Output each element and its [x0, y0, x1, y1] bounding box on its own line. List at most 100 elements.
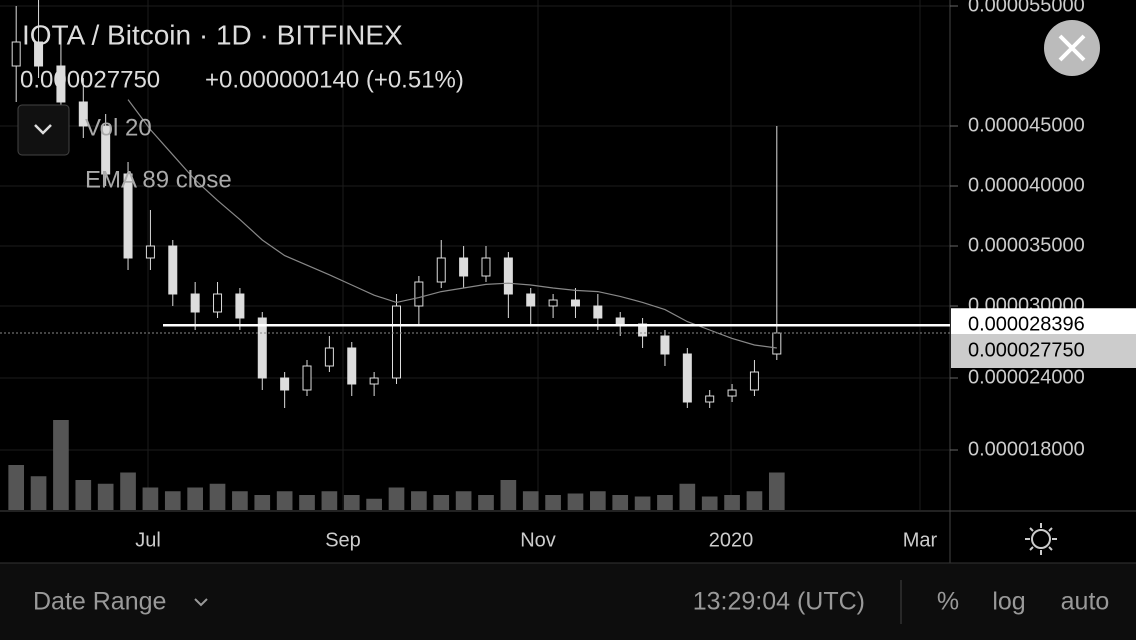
- volume-bar: [522, 491, 539, 510]
- volume-bar: [187, 487, 203, 510]
- candle-body: [392, 305, 401, 379]
- volume-bar: [254, 495, 271, 510]
- volume-bar: [545, 495, 561, 510]
- candle-body: [145, 245, 155, 259]
- close-icon: [1058, 34, 1086, 62]
- chevron-icon: [194, 598, 208, 607]
- price-label-box: [951, 334, 1136, 368]
- x-axis: Jul Sep Nov 2020 Mar: [135, 529, 937, 551]
- candle-body: [168, 245, 178, 295]
- candle-body: [11, 41, 21, 67]
- candle-body: [593, 305, 603, 319]
- volume-bar: [433, 495, 450, 510]
- volume-bar: [209, 483, 226, 510]
- x-tick-label: 2020: [709, 529, 754, 551]
- volume-bar: [724, 495, 740, 510]
- volume-bar: [679, 483, 696, 510]
- candle-body: [660, 335, 670, 355]
- volume-bar: [343, 495, 360, 510]
- y-tick-label: 0.000040000: [968, 174, 1085, 196]
- candle-body: [190, 293, 200, 313]
- candle-body: [324, 347, 334, 367]
- y-tick-label: 0.000035000: [968, 234, 1085, 256]
- volume-bar: [657, 495, 673, 510]
- indicator-label: EMA 89 close: [85, 166, 232, 193]
- volume-bar: [164, 491, 181, 510]
- indicator-label: Vol 20: [85, 114, 152, 141]
- y-tick-label: 0.000045000: [968, 114, 1085, 136]
- candle-body: [302, 365, 312, 391]
- candle-body: [213, 293, 223, 313]
- price-change: +0.000000140 (+0.51%): [205, 66, 464, 93]
- ema-line: [127, 99, 777, 349]
- last-price: 0.000027750: [20, 66, 160, 93]
- volume-bar: [701, 496, 718, 510]
- candle-body: [503, 257, 513, 295]
- volume-bar: [75, 480, 92, 510]
- volume-bar: [97, 483, 114, 510]
- volume-bar: [388, 487, 405, 510]
- candle-body: [436, 257, 446, 283]
- volume-bar: [411, 491, 427, 510]
- settings-icon[interactable]: [1025, 523, 1057, 555]
- volume-bar: [768, 472, 785, 510]
- x-tick-label: Nov: [520, 529, 556, 551]
- clock: 13:29:04 (UTC): [693, 588, 865, 616]
- candle-body: [682, 353, 692, 403]
- volume-bar: [276, 491, 293, 510]
- chart-title: IOTA / Bitcoin · 1D · BITFINEX: [22, 19, 403, 50]
- y-tick-label: 0.000018000: [968, 438, 1085, 460]
- candle-body: [772, 332, 782, 355]
- volume-bar: [590, 491, 606, 510]
- candle-body: [459, 257, 469, 277]
- candle-body: [56, 65, 66, 103]
- candle-body: [347, 347, 357, 385]
- price-label: 0.000027750: [968, 339, 1085, 361]
- y-tick-label: 0.000024000: [968, 366, 1085, 388]
- volume-bar: [500, 480, 517, 510]
- volume-bar: [746, 491, 763, 510]
- plot: [8, 0, 785, 510]
- volume-bar: [8, 465, 25, 510]
- candle-body: [235, 293, 245, 319]
- grid: [0, 0, 950, 510]
- volume-bar: [232, 491, 248, 510]
- collapse-button[interactable]: [17, 104, 70, 156]
- x-tick-label: Jul: [135, 529, 161, 551]
- chevron-icon: [34, 124, 52, 135]
- volume-bar: [612, 495, 629, 510]
- candle-body: [548, 299, 558, 307]
- date-range-button[interactable]: Date Range: [33, 588, 166, 616]
- candle-body: [280, 377, 290, 391]
- volume-bar: [455, 491, 472, 510]
- candle-body: [727, 389, 737, 397]
- candle-body: [615, 317, 625, 325]
- candle-body: [123, 173, 133, 259]
- percent-button[interactable]: %: [937, 588, 959, 616]
- volume-bar: [321, 491, 338, 510]
- candle-body: [257, 317, 267, 379]
- volume-bar: [478, 495, 494, 510]
- y-tick-label: 0.000055000: [968, 0, 1085, 16]
- candle-body: [101, 125, 111, 175]
- volume-bar: [142, 487, 159, 510]
- candle-body: [749, 371, 759, 391]
- candle-body: [369, 377, 379, 385]
- candle-body: [570, 299, 580, 307]
- volume-bar: [567, 493, 584, 510]
- candle-body: [34, 41, 44, 67]
- volume-bar: [299, 495, 315, 510]
- x-tick-label: Sep: [325, 529, 361, 551]
- volume-bar: [30, 476, 47, 510]
- x-tick-label: Mar: [903, 529, 938, 551]
- volume-bar: [53, 420, 69, 510]
- price-label: 0.000028396: [968, 314, 1085, 336]
- volume-bar: [366, 498, 382, 510]
- candle-body: [78, 101, 88, 127]
- volume-bar: [120, 472, 136, 510]
- auto-button[interactable]: auto: [1061, 588, 1110, 616]
- log-button[interactable]: log: [992, 588, 1025, 616]
